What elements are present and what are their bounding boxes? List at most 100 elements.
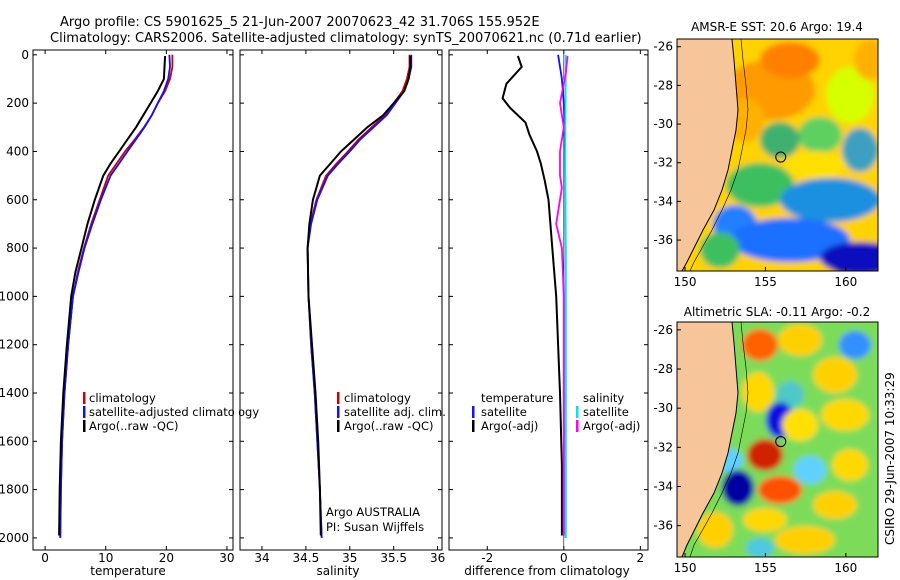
depth-tick-label: 1800 xyxy=(0,483,29,497)
sla-shelf-contour xyxy=(689,322,749,557)
map-lat-tick-label: -26 xyxy=(653,40,673,54)
depth-tick-label: 400 xyxy=(6,144,29,158)
series-line-argo-raw-qc xyxy=(306,56,412,536)
difference-xlabel: difference from climatology xyxy=(464,564,630,578)
difference-panel xyxy=(448,49,649,551)
depth-tick-label: 2000 xyxy=(0,531,29,545)
legend-swatch-temp-satellite xyxy=(472,406,475,418)
sla-map-title: Altimetric SLA: -0.11 Argo: -0.2 xyxy=(684,305,871,319)
x-tick-label: 34.5 xyxy=(293,551,320,565)
legend-label-sal-satellite: satellite xyxy=(583,405,629,419)
temperature-xlabel: temperature xyxy=(90,564,165,578)
temperature-x-axis: 0 10 20 30 xyxy=(41,50,235,565)
sst-map xyxy=(677,39,878,271)
legend-swatch-argo xyxy=(337,420,340,432)
legend-swatch-satellite xyxy=(337,406,340,418)
sla-map-axes: 150 155 160 -26 -28 -30 -32 -34 -36 xyxy=(653,323,857,575)
depth-tick-label: 1400 xyxy=(0,386,29,400)
sst-float-marker xyxy=(775,151,787,163)
sst-map-title: AMSR-E SST: 20.6 Argo: 19.4 xyxy=(691,20,863,34)
legend-label-argo: Argo(..raw -QC) xyxy=(89,419,179,433)
map-lat-tick-label: -32 xyxy=(653,440,673,454)
x-tick-label: 36 xyxy=(430,551,445,565)
csiro-timestamp: CSIRO 29-Jun-2007 10:33:29 xyxy=(883,372,897,545)
temperature-legend: climatology satellite-adjusted climatolo… xyxy=(83,391,259,433)
x-tick-label: 34 xyxy=(254,551,269,565)
legend-swatch-climatology xyxy=(83,392,86,404)
map-lon-tick-label: 155 xyxy=(754,561,777,575)
sst-land xyxy=(677,39,738,271)
depth-tick-label: 1200 xyxy=(0,338,29,352)
map-lat-tick-label: -36 xyxy=(653,519,673,533)
legend-label-argo: Argo(..raw -QC) xyxy=(344,419,434,433)
sla-land xyxy=(677,322,738,557)
legend-label-climatology: climatology xyxy=(344,391,411,405)
difference-series xyxy=(501,54,569,538)
sla-float-marker xyxy=(775,436,787,448)
x-tick-label: 10 xyxy=(98,551,113,565)
map-lon-tick-label: 160 xyxy=(834,561,857,575)
depth-tick-label: 600 xyxy=(6,193,29,207)
map-lat-tick-label: -36 xyxy=(653,233,673,247)
sst-shelf-contour xyxy=(689,39,749,271)
legend-swatch-temp-argo xyxy=(472,420,475,432)
depth-tick-label: 0 xyxy=(21,48,29,62)
salinity-series xyxy=(306,54,413,538)
argo-annotation-line1: Argo AUSTRALIA xyxy=(326,505,420,519)
legend-label-satellite: satellite-adjusted climatology xyxy=(89,405,259,419)
map-lat-tick-label: -30 xyxy=(653,117,673,131)
depth-axis: 0 200 400 600 800 1000 1200 1400 1600 1800 2000 xyxy=(0,48,29,545)
series-line-salinity-argo-adj xyxy=(555,55,569,536)
legend-label-sal-argo: Argo(-adj) xyxy=(583,419,640,433)
legend-label-temp-satellite: satellite xyxy=(481,405,527,419)
sla-map xyxy=(677,322,878,557)
x-tick-label: 0 xyxy=(560,551,568,565)
sst-coastline xyxy=(681,39,739,271)
legend-heading-salinity: salinity xyxy=(583,391,624,405)
salinity-legend: climatology satellite adj. clim. Argo(..… xyxy=(337,391,446,433)
map-lon-tick-label: 150 xyxy=(674,561,697,575)
x-tick-label: 20 xyxy=(159,551,174,565)
salinity-xlabel: salinity xyxy=(316,564,359,578)
depth-tick-label: 200 xyxy=(6,96,29,110)
map-lon-tick-label: 160 xyxy=(834,275,857,289)
argo-annotation-line2: PI: Susan Wijffels xyxy=(326,520,424,534)
series-line-satellite-adjusted-climatology xyxy=(59,54,171,538)
x-tick-label: 35.5 xyxy=(380,551,407,565)
map-lat-tick-label: -34 xyxy=(653,194,673,208)
depth-axis-ticks xyxy=(33,54,648,539)
x-tick-label: -2 xyxy=(481,551,493,565)
legend-label-satellite: satellite adj. clim. xyxy=(344,405,446,419)
legend-swatch-sal-satellite xyxy=(576,406,579,418)
series-line-temperature-argo-adj xyxy=(501,55,563,536)
map-lat-tick-label: -28 xyxy=(653,78,673,92)
map-lat-tick-label: -30 xyxy=(653,401,673,415)
temperature-series xyxy=(58,54,174,538)
x-tick-label: 0 xyxy=(41,551,49,565)
legend-heading-temperature: temperature xyxy=(481,391,553,405)
difference-legend: temperature satellite Argo(-adj) salinit… xyxy=(472,391,640,433)
map-lat-tick-label: -34 xyxy=(653,480,673,494)
x-tick-label: 2 xyxy=(637,551,645,565)
map-lon-tick-label: 155 xyxy=(754,275,777,289)
depth-tick-label: 1600 xyxy=(0,434,29,448)
x-tick-label: 35 xyxy=(342,551,357,565)
map-lat-tick-label: -28 xyxy=(653,362,673,376)
map-lat-tick-label: -26 xyxy=(653,323,673,337)
temperature-panel xyxy=(32,49,234,551)
legend-swatch-satellite xyxy=(83,406,86,418)
sla-coastline xyxy=(681,322,739,557)
depth-tick-label: 800 xyxy=(6,241,29,255)
figure-title-line1: Argo profile: CS 5901625_5 21-Jun-2007 2… xyxy=(60,15,540,30)
map-lat-tick-label: -32 xyxy=(653,156,673,170)
x-tick-label: 30 xyxy=(219,551,234,565)
legend-swatch-climatology xyxy=(337,392,340,404)
legend-label-temp-argo: Argo(-adj) xyxy=(481,419,538,433)
sst-map-axes: 150 155 160 -26 -28 -30 -32 -34 -36 xyxy=(653,40,857,289)
map-lon-tick-label: 150 xyxy=(674,275,697,289)
legend-swatch-argo xyxy=(83,420,86,432)
depth-tick-label: 1000 xyxy=(0,289,29,303)
figure-title-line2: Climatology: CARS2006. Satellite-adjuste… xyxy=(50,31,642,46)
legend-label-climatology: climatology xyxy=(89,391,156,405)
